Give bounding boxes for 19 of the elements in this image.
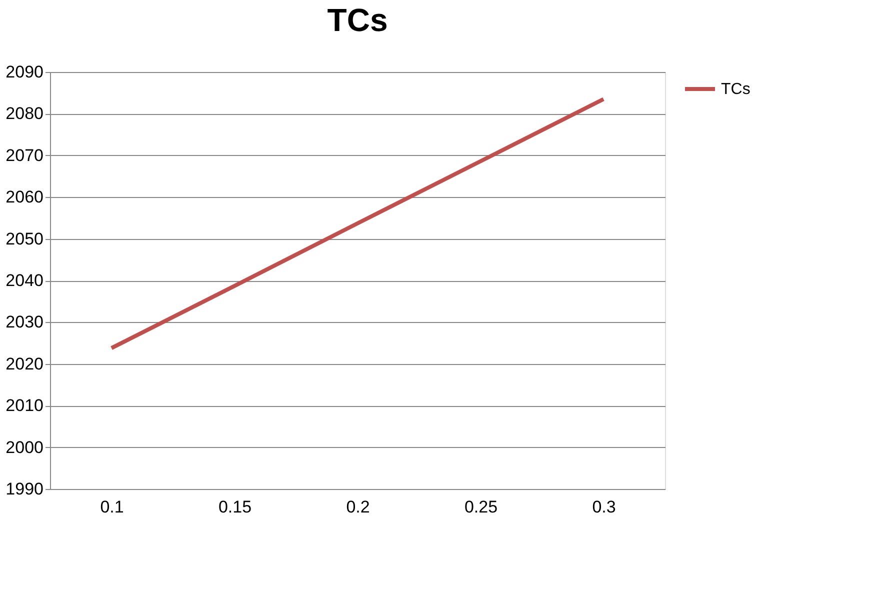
y-tick-label: 2000 (6, 438, 44, 457)
x-tick-label: 0.3 (592, 498, 616, 516)
y-tick-label: 1990 (6, 480, 44, 498)
y-tick-label: 2020 (6, 354, 44, 374)
chart-title: TCs (327, 2, 388, 38)
y-tick-label: 2070 (6, 146, 44, 165)
y-tick-label: 2010 (6, 396, 44, 416)
y-tick-label: 2090 (6, 62, 44, 82)
x-tick-label: 0.1 (100, 498, 124, 516)
y-tick-label: 2060 (6, 188, 44, 207)
y-tick-label: 2040 (6, 271, 44, 290)
line-series (110, 97, 606, 350)
x-tick-label: 0.2 (346, 498, 370, 516)
y-tick-label: 2080 (6, 104, 44, 124)
y-tick-label: 2050 (6, 229, 44, 248)
x-tick-label: 0.15 (218, 498, 252, 516)
x-tick-label: 0.25 (464, 498, 498, 516)
y-tick-label: 2030 (6, 312, 44, 332)
legend-label: TCs (721, 81, 750, 98)
